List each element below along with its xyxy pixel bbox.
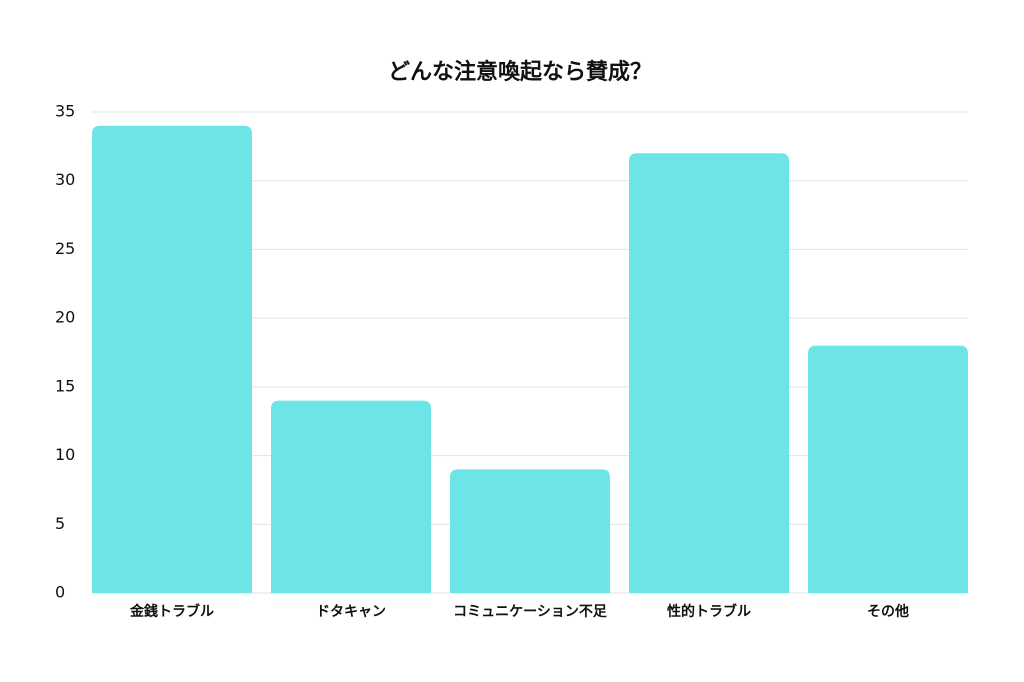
x-tick-label: 金銭トラブル (129, 603, 214, 620)
bar (92, 125, 252, 593)
y-tick-label: 10 (55, 445, 75, 464)
bar (450, 469, 610, 593)
y-tick-label: 15 (55, 376, 75, 395)
y-tick-label: 20 (55, 308, 75, 327)
x-tick-label: ドタキャン (316, 604, 386, 620)
chart-title: どんな注意喚起なら賛成？ (388, 59, 652, 85)
bar (271, 400, 431, 593)
y-tick-label: 30 (55, 170, 75, 189)
x-tick-label: 性的トラブル (667, 603, 751, 620)
bar (808, 345, 968, 593)
y-tick-label: 5 (55, 514, 65, 533)
bar (629, 153, 789, 593)
y-tick-label: 35 (55, 102, 75, 121)
x-tick-label: その他 (867, 603, 909, 620)
y-tick-label: 0 (55, 583, 65, 602)
y-tick-label: 25 (55, 239, 75, 258)
x-tick-label: コミュニケーション不足 (453, 604, 608, 620)
